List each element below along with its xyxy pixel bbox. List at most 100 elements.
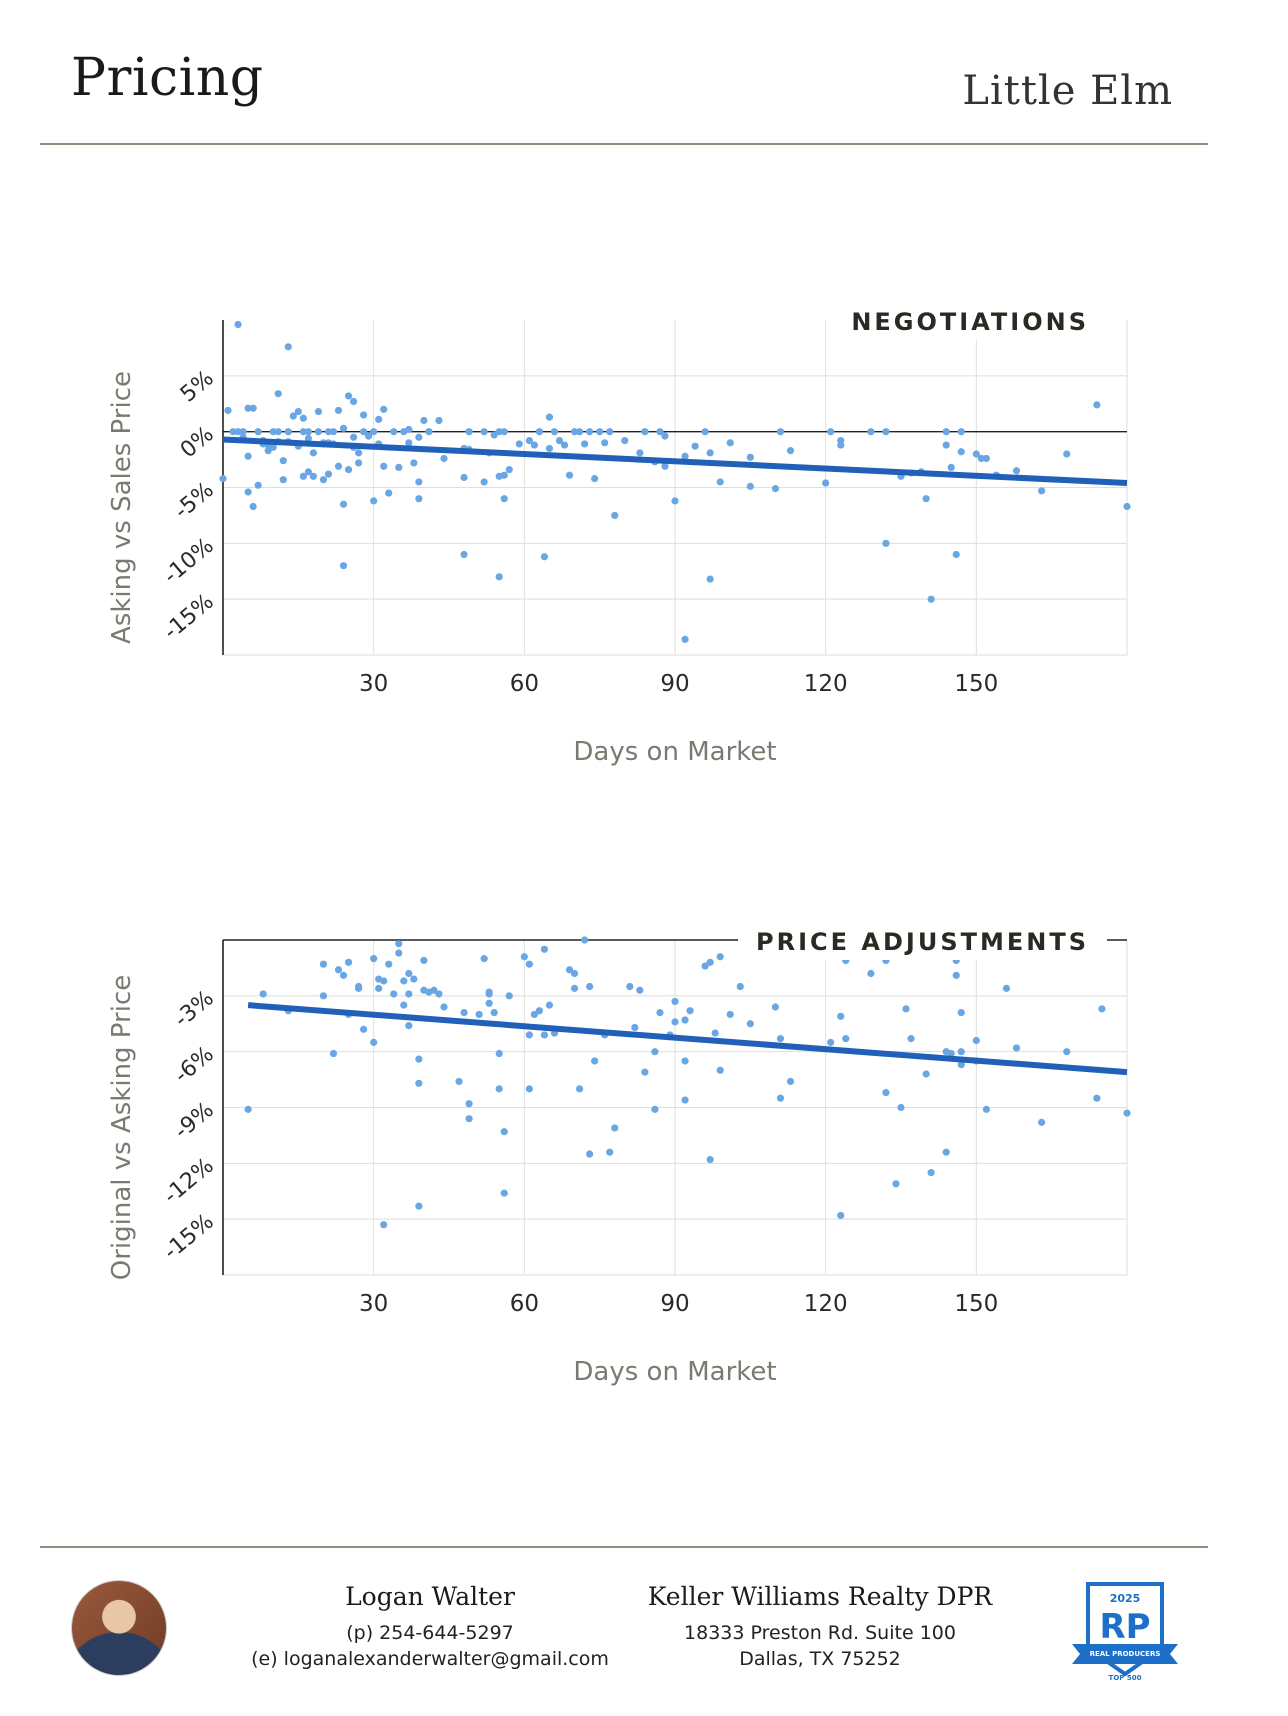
x-tick-label: 60 bbox=[510, 671, 539, 697]
data-point bbox=[837, 1012, 845, 1020]
data-point bbox=[540, 945, 549, 953]
data-point bbox=[254, 481, 262, 489]
data-point bbox=[515, 440, 523, 448]
data-point bbox=[425, 428, 433, 436]
data-point bbox=[420, 416, 428, 425]
data-point bbox=[545, 413, 554, 421]
data-point bbox=[776, 428, 785, 436]
agent-email[interactable]: (e) loganalexanderwalter@gmail.com bbox=[251, 1648, 609, 1670]
data-point bbox=[746, 453, 754, 461]
data-point bbox=[440, 454, 448, 463]
data-point bbox=[274, 428, 282, 436]
data-point bbox=[822, 479, 830, 487]
price-adjustments-chart-svg: PRICE ADJUSTMENTS 30 60 90 120 150 -3% -6% -9% -1… bbox=[107, 920, 1131, 1387]
x-tick-label: 90 bbox=[660, 1291, 689, 1317]
data-point bbox=[726, 439, 734, 447]
data-point bbox=[309, 449, 317, 457]
data-point bbox=[485, 990, 493, 998]
data-point bbox=[284, 428, 292, 436]
data-point bbox=[771, 1003, 780, 1011]
data-point bbox=[575, 428, 584, 436]
data-point bbox=[636, 449, 644, 457]
data-point bbox=[681, 635, 689, 643]
data-point bbox=[581, 936, 589, 944]
data-point bbox=[244, 452, 252, 460]
data-point bbox=[957, 1008, 965, 1017]
data-point bbox=[1038, 1118, 1046, 1126]
data-point bbox=[671, 497, 679, 505]
data-point bbox=[902, 1005, 910, 1013]
svg-text:TOP 500: TOP 500 bbox=[1109, 1674, 1142, 1682]
data-point bbox=[370, 1038, 378, 1046]
chart-title: PRICE ADJUSTMENTS bbox=[756, 928, 1089, 956]
data-point bbox=[942, 428, 950, 436]
data-point bbox=[390, 428, 398, 436]
data-point bbox=[234, 320, 242, 329]
data-point bbox=[560, 441, 569, 449]
chart-title-background bbox=[738, 920, 1107, 960]
data-point bbox=[480, 955, 488, 963]
data-point bbox=[365, 432, 373, 440]
y-tick-label: 0% bbox=[176, 422, 219, 464]
y-tick-label: -15% bbox=[159, 1209, 219, 1265]
data-point bbox=[485, 999, 493, 1007]
data-point bbox=[334, 966, 343, 974]
data-point bbox=[892, 1180, 900, 1188]
data-point bbox=[786, 447, 795, 455]
data-point bbox=[596, 428, 604, 436]
svg-text:2025: 2025 bbox=[1110, 1592, 1141, 1605]
data-point bbox=[776, 1094, 785, 1102]
data-point bbox=[626, 982, 634, 991]
data-point bbox=[661, 462, 669, 470]
data-point bbox=[575, 1085, 584, 1093]
data-point bbox=[586, 982, 594, 991]
data-point bbox=[952, 971, 960, 979]
data-point bbox=[1012, 1044, 1021, 1052]
x-tick-label: 30 bbox=[359, 671, 388, 697]
data-point bbox=[500, 1128, 508, 1136]
data-point bbox=[882, 539, 890, 547]
data-point bbox=[259, 990, 267, 998]
data-point bbox=[1063, 450, 1071, 458]
data-point bbox=[661, 432, 669, 440]
data-point bbox=[299, 414, 307, 422]
data-point bbox=[269, 443, 277, 451]
data-point bbox=[234, 428, 242, 436]
data-point bbox=[415, 478, 423, 486]
data-point bbox=[1063, 1048, 1071, 1056]
data-point bbox=[581, 440, 589, 448]
data-point bbox=[460, 1008, 468, 1017]
data-point bbox=[360, 428, 368, 436]
data-point bbox=[601, 439, 609, 447]
data-point bbox=[641, 1068, 649, 1076]
data-point bbox=[565, 471, 574, 479]
x-tick-label: 150 bbox=[954, 1291, 998, 1317]
agent-avatar bbox=[71, 1580, 167, 1676]
data-point bbox=[410, 459, 418, 467]
data-point bbox=[545, 444, 554, 453]
data-point bbox=[586, 1150, 594, 1158]
data-point bbox=[435, 416, 443, 425]
data-point bbox=[957, 1061, 965, 1069]
agent-phone[interactable]: (p) 254-644-5297 bbox=[346, 1622, 514, 1644]
data-point bbox=[701, 962, 709, 970]
data-point bbox=[555, 437, 564, 445]
data-point bbox=[395, 463, 403, 471]
data-point bbox=[771, 485, 780, 493]
data-point bbox=[244, 404, 252, 412]
data-point bbox=[239, 428, 247, 436]
negotiations-chart-svg: NEGOTIATIONS 30 60 90 120 150 5% 0% -5% -10%-15% D… bbox=[107, 300, 1131, 767]
data-point bbox=[339, 562, 348, 570]
data-point bbox=[495, 1049, 503, 1058]
data-point bbox=[927, 1169, 935, 1177]
data-point bbox=[505, 992, 513, 1000]
data-point bbox=[400, 977, 408, 985]
data-point bbox=[711, 1029, 719, 1037]
data-point bbox=[972, 450, 980, 458]
data-point bbox=[294, 407, 302, 416]
data-point bbox=[837, 1211, 845, 1220]
data-point bbox=[922, 1070, 930, 1078]
data-point bbox=[621, 437, 629, 445]
data-point bbox=[415, 1055, 423, 1063]
data-point bbox=[405, 969, 413, 978]
